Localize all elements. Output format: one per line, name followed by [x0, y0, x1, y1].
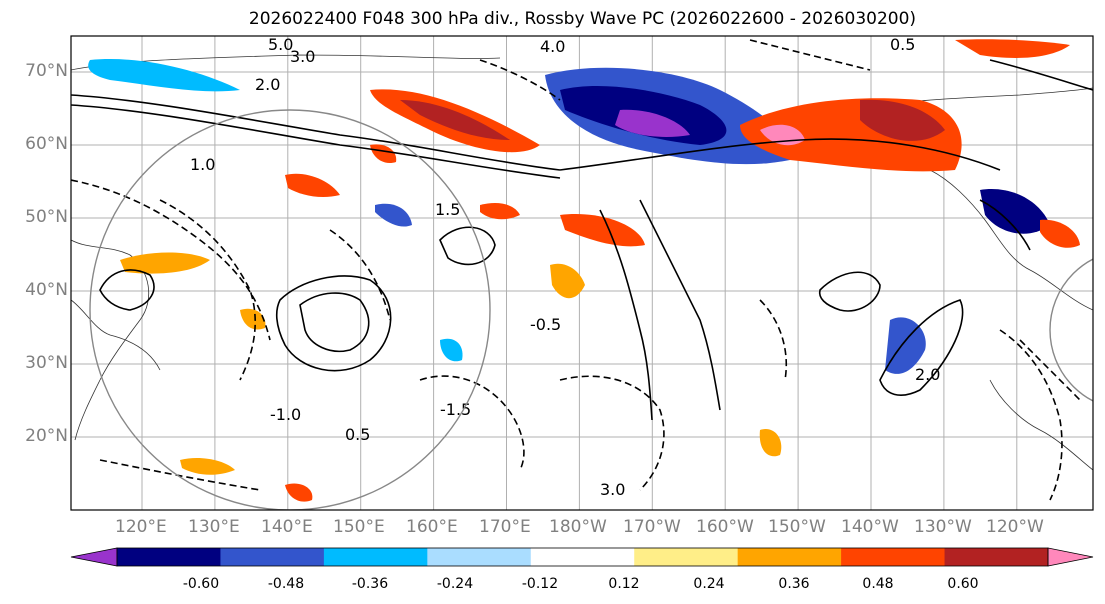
colorbar-bin [323, 548, 428, 566]
divergence-shading [88, 39, 1080, 502]
colorbar-bin [220, 548, 325, 566]
div-positive-area [180, 458, 235, 475]
contour-label: 0.5 [890, 35, 915, 54]
lon-label: 130°E [188, 517, 240, 537]
lon-label: 120°E [115, 517, 167, 537]
map-frame [70, 35, 1094, 511]
colorbar-tick-label: -0.36 [351, 576, 389, 592]
colorbar-extend-min [70, 547, 118, 567]
div-positive-area [759, 429, 782, 457]
colorbar-tick-label: 0.24 [693, 576, 725, 592]
lon-label: 170°W [623, 517, 681, 537]
lat-label: 30°N [25, 353, 68, 373]
colorbar-tick-label: -0.60 [182, 576, 220, 592]
lon-label: 120°W [986, 517, 1044, 537]
colorbar-bin [427, 548, 532, 566]
div-positive-area [550, 263, 585, 299]
colorbar-bin [117, 548, 221, 566]
div-positive-area [480, 203, 520, 220]
colorbar-bin [530, 548, 635, 566]
colorbar-tick-label: -0.12 [521, 576, 559, 592]
div-negative-area [440, 338, 463, 362]
div-positive-area [240, 308, 266, 330]
lat-label: 20°N [25, 426, 68, 446]
contour-label: 3.0 [290, 47, 315, 66]
lon-label: 180°W [549, 517, 607, 537]
contour-label: 1.0 [190, 155, 215, 174]
contour-label: 2.0 [255, 75, 280, 94]
div-positive-core [860, 99, 945, 141]
colorbar-tick-label: -0.24 [436, 576, 474, 592]
colorbar-bin [944, 548, 1049, 566]
lon-label: 160°E [406, 517, 458, 537]
div-negative-area [980, 189, 1050, 234]
div-positive-area [955, 39, 1070, 58]
colorbar-tick-label: 0.60 [947, 576, 979, 592]
contour-label-group: 5.03.04.0 0.52.01.01.5-0.5-1.0 -1.50.53.02… [190, 35, 940, 499]
colorbar-tick-label: 0.12 [608, 576, 640, 592]
colorbar-bin [634, 548, 739, 566]
colorbar-outline [116, 547, 1049, 567]
contour-label: -1.5 [440, 400, 471, 419]
div-positive-area [120, 252, 210, 274]
contour-label: 3.0 [600, 480, 625, 499]
div-positive-core [400, 100, 510, 140]
div-positive-area [285, 173, 340, 198]
div-positive-area [1040, 219, 1080, 248]
colorbar-bin [841, 548, 946, 566]
div-negative-extreme [615, 109, 690, 137]
contour-label: -1.0 [270, 405, 301, 424]
contour-label: -0.5 [530, 315, 561, 334]
lat-label: 60°N [25, 134, 68, 154]
contours-positive [71, 59, 1093, 421]
colorbar-extend-max [1047, 547, 1094, 567]
chart-title: 2026022400 F048 300 hPa div., Rossby Wav… [248, 9, 917, 29]
contour-label: 2.0 [915, 365, 940, 384]
contour-label: 0.5 [345, 425, 370, 444]
lon-label: 140°E [261, 517, 313, 537]
colorbar-tick-label: 0.48 [862, 576, 894, 592]
colorbar-tick-label: -0.48 [267, 576, 305, 592]
lat-label: 40°N [25, 280, 68, 300]
div-positive-area [560, 214, 645, 247]
lon-label: 170°E [479, 517, 531, 537]
div-negative-area [375, 203, 412, 227]
lon-label: 150°W [768, 517, 826, 537]
reference-circles [89, 109, 1093, 510]
lon-label: 140°W [841, 517, 899, 537]
colorbar [70, 547, 1094, 567]
contour-label: 4.0 [540, 37, 565, 56]
div-negative-area [885, 317, 926, 374]
lon-label: 160°W [696, 517, 754, 537]
lon-label: 130°W [914, 517, 972, 537]
colorbar-tick-label: 0.36 [778, 576, 810, 592]
div-positive-area [285, 483, 313, 502]
lon-label: 150°E [333, 517, 385, 537]
contour-label: 5.0 [268, 35, 293, 54]
div-positive-area [370, 144, 397, 164]
contour-label: 1.5 [435, 200, 460, 219]
colorbar-bin [737, 548, 842, 566]
lat-label: 70°N [25, 61, 68, 81]
div-negative-area [88, 59, 241, 92]
lat-label: 50°N [25, 207, 68, 227]
